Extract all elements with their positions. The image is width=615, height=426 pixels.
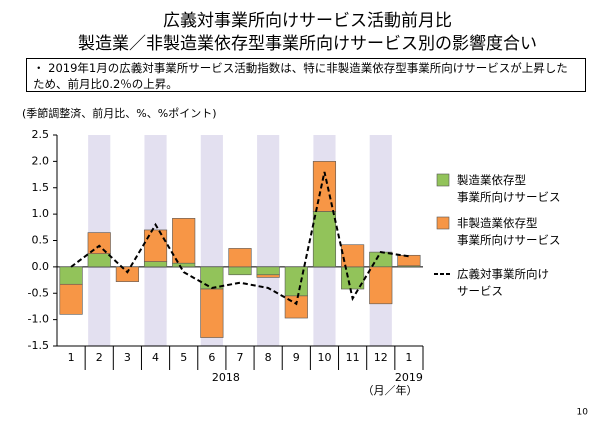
y-tick-label: 2.0 [32,154,50,167]
bar-segment [369,266,393,305]
bar-segment [172,262,196,268]
year-label: 2019 [395,371,423,384]
x-unit: （月／年） [363,383,418,397]
shaded-band [257,135,280,346]
bar-segment [228,248,252,268]
x-tick-label: 1 [405,351,412,364]
bar-segment [256,266,280,276]
x-tick-label: 7 [237,351,244,364]
x-tick-label: 1 [68,351,75,364]
bar-segment [341,244,365,268]
bar-segment [59,266,83,285]
y-tick-label: 0.5 [32,234,50,247]
legend-label: 非製造業依存型 事業所向けサービス [457,216,561,247]
y-tick-label: 1.5 [32,181,50,194]
x-tick-label: 12 [374,351,388,364]
bar-segment [143,261,168,268]
page-number: 10 [577,408,589,418]
x-tick-label: 10 [317,351,331,364]
year-label: 2018 [212,371,240,384]
shaded-band [369,135,392,346]
subtitle: (季節調整済、前月比、%、%ポイント) [22,106,217,120]
x-tick-label: 11 [346,351,360,364]
x-tick-label: 5 [180,351,187,364]
legend-label: 広義対事業所向け サービス [457,267,549,298]
bar-segment [228,266,252,276]
bar-segment [115,266,139,282]
title-line: 広義対事業所向けサービス活動前月比 [163,11,452,31]
x-tick-label: 2 [96,351,103,364]
bar-segment [59,283,83,315]
x-tick-label: 8 [265,351,272,364]
x-tick-label: 9 [293,351,300,364]
bar-segment [312,211,337,268]
bar-segment [397,254,421,267]
legend-swatch [436,216,450,230]
bar-segment [256,274,280,278]
y-tick-label: 1.0 [32,207,50,220]
y-tick-label: -1.0 [28,313,49,326]
bar-segment [87,253,111,268]
x-tick-label: 3 [124,351,131,364]
bar-segment [200,288,224,338]
bar-segment [87,232,111,254]
x-tick-label: 4 [152,351,159,364]
y-tick-label: -0.5 [28,286,49,299]
y-tick-label: 0.0 [32,260,50,273]
bar-segment [143,229,168,262]
bar-segment [172,218,196,264]
title-line: 製造業／非製造業依存型事業所向けサービス別の影響度合い [78,34,537,54]
legend-label: 製造業依存型 事業所向けサービス [457,173,561,204]
y-tick-label: -1.5 [28,339,49,352]
x-tick-label: 6 [208,351,215,364]
legend-swatch [436,173,450,187]
line [70,171,410,306]
y-tick-label: 2.5 [32,128,50,141]
note: ・ 2019年1月の広義対事業所サービス活動指数は、特に非製造業依存型事業所向け… [26,58,586,92]
